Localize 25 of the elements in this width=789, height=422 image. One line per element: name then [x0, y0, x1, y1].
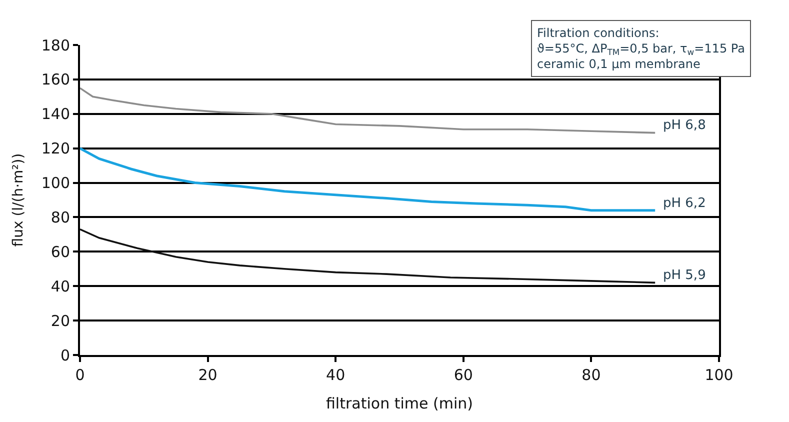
- line-series: [80, 147, 656, 212]
- x-axis-title: filtration time (min): [326, 394, 474, 412]
- x-tick-label: 40: [326, 366, 346, 384]
- series-label: pH 5,9: [663, 268, 706, 283]
- y-tick-label: 140: [41, 105, 70, 124]
- line-series: [80, 87, 656, 134]
- y-tick-label: 120: [41, 140, 70, 158]
- y-tick-label: 60: [50, 242, 70, 261]
- x-tick-label: 20: [198, 366, 218, 384]
- y-tick-label: 40: [50, 277, 70, 296]
- y-tick-label: 20: [50, 312, 70, 330]
- x-tick-label: 100: [704, 366, 734, 384]
- y-tick-label: 0: [60, 346, 70, 364]
- x-tick-label: 60: [454, 366, 473, 384]
- y-tick-label: 100: [41, 174, 70, 192]
- x-tick-label: 0: [75, 366, 85, 384]
- series-label: pH 6,8: [663, 118, 706, 133]
- y-tick-label: 180: [41, 36, 70, 54]
- annotation: Filtration conditions: ϑ=55°C, ΔP$_{TM}$=0,5 bar, τ$_{w}$=115 Pa ceramic 0,1 µm membrane: [537, 26, 745, 72]
- line-series: [80, 228, 656, 284]
- y-tick-label: 80: [50, 208, 70, 226]
- series-label: pH 6,2: [663, 196, 706, 211]
- y-tick-label: 160: [41, 70, 70, 89]
- x-tick-label: 80: [582, 366, 601, 384]
- y-axis-title: flux (l/(h·m²)): [10, 153, 26, 247]
